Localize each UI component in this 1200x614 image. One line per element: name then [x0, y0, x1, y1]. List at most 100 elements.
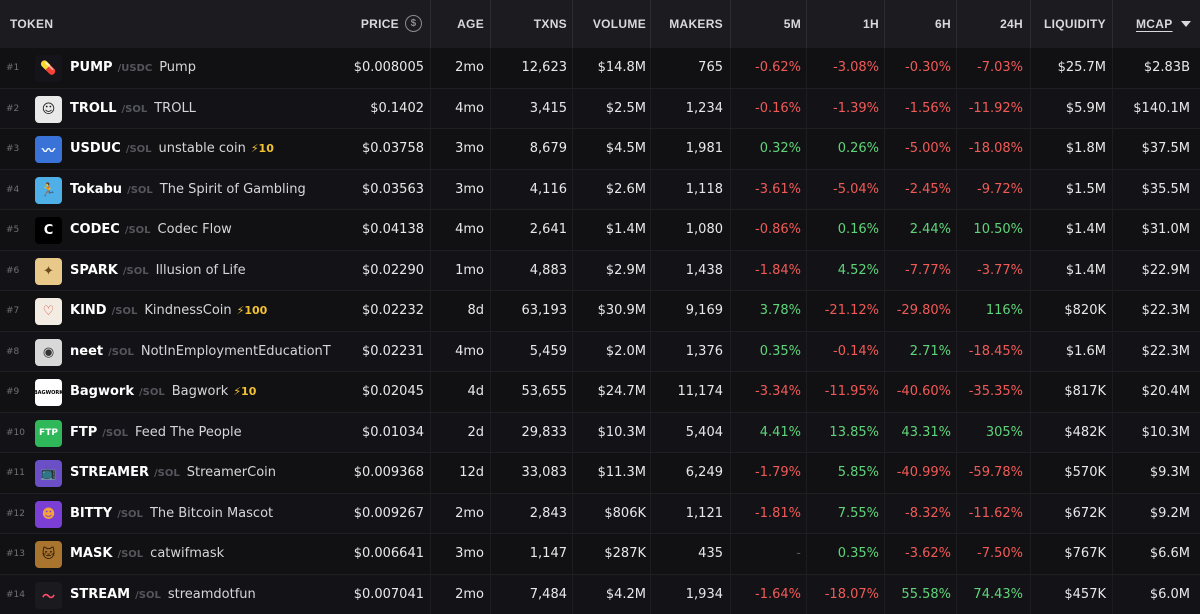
- table-row[interactable]: #12 ☻ BITTY/SOL The Bitcoin Mascot $0.009267…: [0, 493, 1200, 534]
- table-row[interactable]: #14 〜 STREAM/SOL streamdotfun $0.007041 2mo 7,…: [0, 574, 1200, 614]
- table-row[interactable]: #7 ♡ KIND/SOL KindnessCoin ⚡100 $0.02232 8d 63,…: [0, 291, 1200, 332]
- column-divider: [650, 453, 651, 493]
- header-mcap-label: MCAP: [1136, 17, 1173, 31]
- column-divider: [430, 493, 431, 533]
- header-divider: [572, 0, 573, 48]
- token-name: Illusion of Life: [155, 262, 246, 278]
- column-divider: [572, 453, 573, 493]
- change-6h: -7.77%: [905, 262, 951, 278]
- token-price: $0.02232: [361, 303, 424, 318]
- column-divider: [430, 534, 431, 574]
- header-liquidity[interactable]: LIQUIDITY: [1043, 17, 1106, 31]
- token-age: 3mo: [455, 141, 484, 156]
- column-divider: [956, 453, 957, 493]
- change-1h: -21.12%: [824, 303, 879, 318]
- sort-descending-icon[interactable]: [1180, 20, 1191, 27]
- token-txns: 4,883: [529, 262, 567, 278]
- column-divider: [806, 210, 807, 250]
- token-quote: /SOL: [117, 549, 144, 560]
- change-5m: -1.79%: [755, 465, 801, 480]
- table-row[interactable]: #10 FTP FTP/SOL Feed The People $0.01034 2d 29…: [0, 412, 1200, 453]
- change-5m: -1.81%: [755, 505, 801, 521]
- token-name: Feed The People: [135, 424, 242, 440]
- token-liquidity: $570K: [1064, 465, 1106, 480]
- column-divider: [1112, 169, 1113, 209]
- token-quote: /SOL: [108, 346, 134, 358]
- token-symbol: CODEC: [70, 222, 120, 237]
- table-row[interactable]: #4 🏃 Tokabu/SOL The Spirit of Gambling $0.03…: [0, 169, 1200, 210]
- change-1h: -11.95%: [824, 384, 879, 399]
- change-6h: 55.58%: [901, 586, 951, 602]
- column-divider: [1030, 129, 1031, 169]
- token-age: 2mo: [455, 60, 484, 75]
- header-volume[interactable]: VOLUME: [592, 17, 646, 31]
- header-divider: [806, 0, 807, 48]
- token-identity: FTP/SOL Feed The People: [70, 413, 242, 453]
- change-1h: -0.14%: [833, 343, 879, 359]
- change-24h: 74.43%: [973, 586, 1023, 602]
- token-price: $0.01034: [361, 424, 424, 440]
- currency-toggle-icon[interactable]: $: [405, 14, 422, 32]
- column-divider: [650, 412, 651, 452]
- column-divider: [1112, 88, 1113, 128]
- column-divider: [884, 88, 885, 128]
- token-makers: 11,174: [677, 384, 724, 399]
- column-divider: [884, 574, 885, 614]
- table-row[interactable]: #9 BAGWORK Bagwork/SOL Bagwork ⚡10 $0.02045 4d…: [0, 372, 1200, 413]
- change-5m: 3.78%: [759, 303, 801, 318]
- table-row[interactable]: #5 C CODEC/SOL Codec Flow $0.04138 4mo 2,641 $1…: [0, 210, 1200, 251]
- table-row[interactable]: #2 ☺ TROLL/SOL TROLL $0.1402 4mo 3,415 $2.5M 1,2…: [0, 88, 1200, 129]
- table-row[interactable]: #6 ✦ SPARK/SOL Illusion of Life $0.02290 1mo 4…: [0, 250, 1200, 291]
- token-age: 12d: [459, 465, 484, 480]
- header-token[interactable]: TOKEN: [10, 17, 54, 31]
- header-mcap[interactable]: MCAP: [1136, 0, 1191, 48]
- change-5m: 0.35%: [759, 343, 801, 359]
- change-1h: 0.26%: [837, 141, 879, 156]
- table-row[interactable]: #11 📺 STREAMER/SOL StreamerCoin $0.009368 12d…: [0, 453, 1200, 494]
- trollface-icon: ☺: [35, 95, 62, 123]
- column-divider: [730, 412, 731, 452]
- header-24h[interactable]: 24H: [1000, 17, 1023, 31]
- table-row[interactable]: #13 🐱 MASK/SOL catwifmask $0.006641 3mo 1,147 $…: [0, 534, 1200, 575]
- column-divider: [430, 210, 431, 250]
- token-rank: #7: [6, 306, 20, 316]
- token-volume: $2.0M: [605, 343, 646, 359]
- tv-icon: 📺: [35, 460, 62, 487]
- token-identity: BITTY/SOL The Bitcoin Mascot: [70, 494, 273, 534]
- token-mcap: $140.1M: [1133, 100, 1190, 116]
- token-liquidity: $672K: [1064, 505, 1106, 521]
- header-price[interactable]: PRICE $: [300, 0, 422, 48]
- table-row[interactable]: #8 ◉ neet/SOL NotInEmploymentEducationT $0.0…: [0, 331, 1200, 372]
- change-5m: -: [796, 546, 801, 561]
- token-rows: #1 💊 PUMP/USDC Pump $0.008005 2mo 12,623 $14.8M…: [0, 48, 1200, 614]
- token-price: $0.009267: [353, 505, 424, 521]
- header-txns[interactable]: TXNS: [533, 17, 567, 31]
- column-divider: [650, 331, 651, 371]
- table-row[interactable]: #1 💊 PUMP/USDC Pump $0.008005 2mo 12,623 $14.8M…: [0, 48, 1200, 89]
- token-rank: #10: [6, 427, 25, 438]
- column-divider: [650, 250, 651, 290]
- header-1h[interactable]: 1H: [863, 17, 879, 31]
- token-volume: $24.7M: [597, 384, 646, 399]
- column-divider: [430, 48, 431, 88]
- token-symbol: MASK: [70, 546, 113, 561]
- token-rank: #4: [6, 184, 20, 195]
- header-divider: [730, 0, 731, 48]
- column-divider: [884, 250, 885, 290]
- token-mcap: $9.3M: [1149, 465, 1190, 480]
- header-6h[interactable]: 6H: [935, 17, 951, 31]
- column-divider: [430, 291, 431, 331]
- header-makers[interactable]: MAKERS: [669, 17, 723, 31]
- table-row[interactable]: #3 〰 USDUC/SOL unstable coin ⚡10 $0.03758 3mo 8…: [0, 129, 1200, 170]
- column-divider: [956, 88, 957, 128]
- token-txns: 29,833: [521, 424, 568, 440]
- token-symbol: Bagwork: [70, 384, 134, 399]
- header-5m[interactable]: 5M: [783, 17, 801, 31]
- column-divider: [572, 574, 573, 614]
- token-price: $0.02231: [361, 343, 424, 359]
- token-identity: MASK/SOL catwifmask: [70, 534, 224, 574]
- token-volume: $30.9M: [597, 303, 646, 318]
- header-age[interactable]: AGE: [457, 17, 484, 31]
- change-6h: -40.99%: [896, 465, 951, 480]
